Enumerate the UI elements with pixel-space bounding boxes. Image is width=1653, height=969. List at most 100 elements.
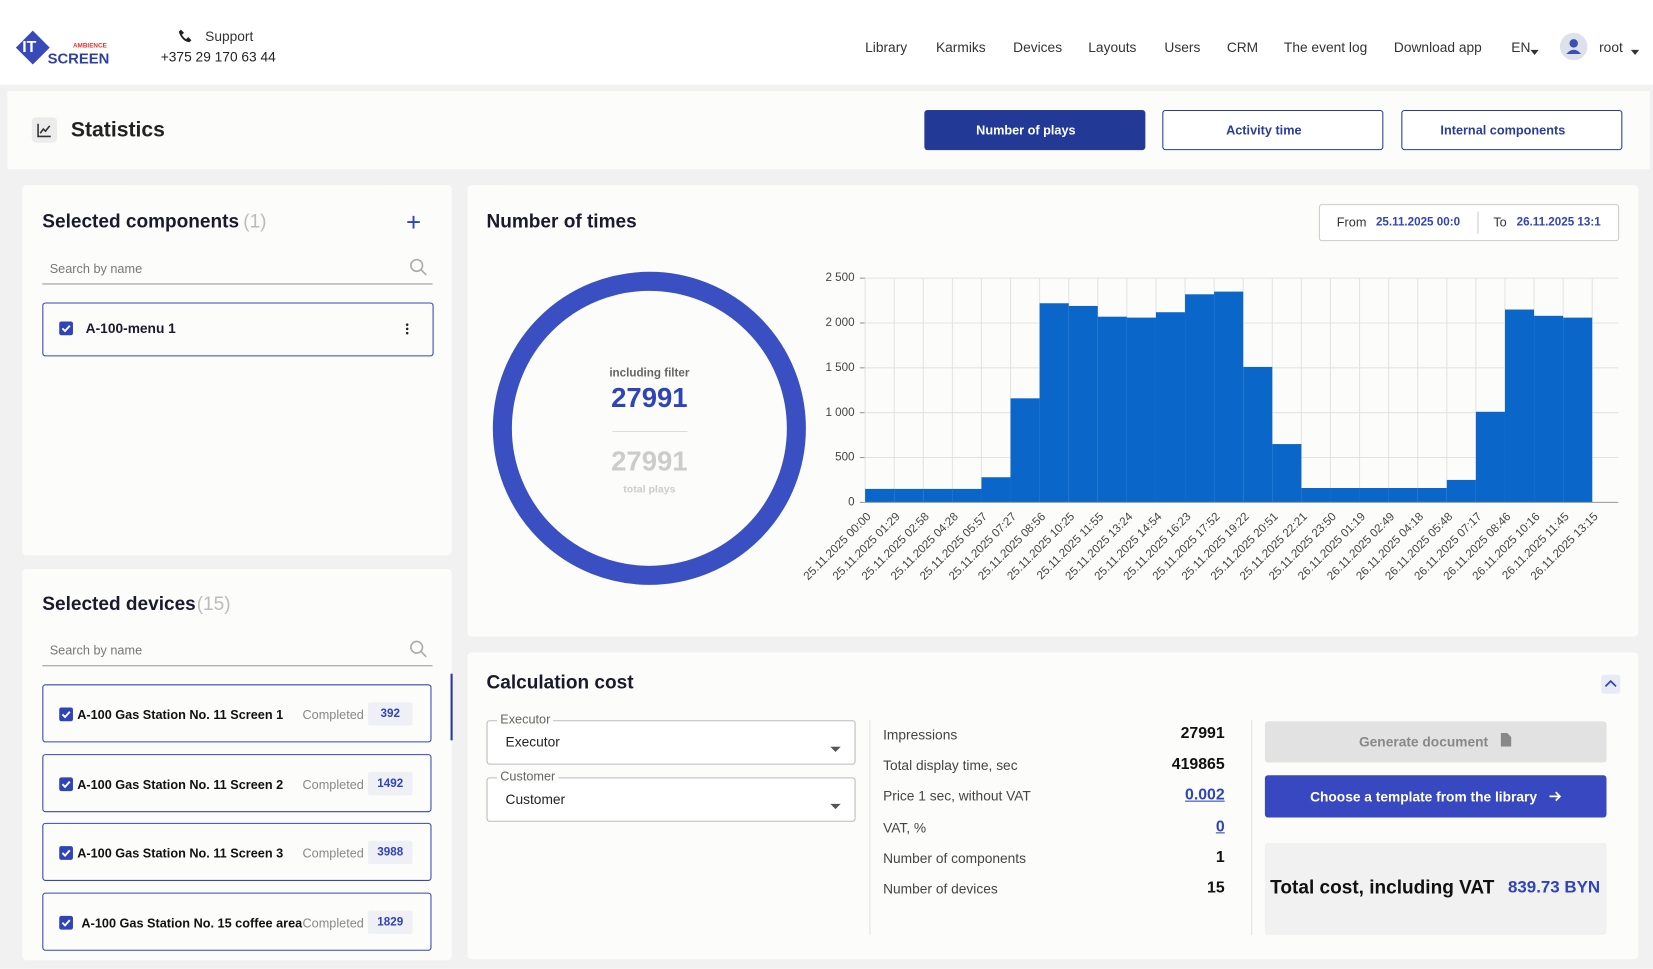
from-value: 25.11.2025 00:0 xyxy=(1375,215,1461,229)
panel-title: Number of times xyxy=(486,210,637,232)
tab-button[interactable]: Activity time xyxy=(1162,109,1384,151)
to-label: To xyxy=(1493,214,1507,230)
select-caret xyxy=(830,796,841,810)
nav-link[interactable]: Download app xyxy=(1393,39,1482,55)
device-name: A-100 Gas Station No. 15 coffee area xyxy=(81,915,303,931)
device-name: A-100 Gas Station No. 11 Screen 1 xyxy=(77,707,284,723)
logo-icon xyxy=(15,30,51,66)
nav-link[interactable]: Devices xyxy=(1013,39,1063,55)
device-status: Completed xyxy=(302,915,364,931)
checkbox xyxy=(59,915,73,930)
search-icon xyxy=(409,640,428,659)
support-phone: +375 29 170 63 44 xyxy=(160,48,276,65)
logo-mark: IT xyxy=(22,38,37,57)
cost-value[interactable]: 0.002 xyxy=(1184,786,1225,805)
logo-small: AMBIENCE xyxy=(72,43,107,50)
nav-link[interactable]: Layouts xyxy=(1088,39,1137,55)
from-label: From xyxy=(1336,214,1367,230)
caret xyxy=(1530,42,1539,55)
nav-link[interactable]: Library xyxy=(865,39,908,55)
phone-icon xyxy=(178,29,193,44)
support-label: Support xyxy=(205,28,254,45)
select-caret xyxy=(830,739,841,752)
cost-label: Number of components xyxy=(883,850,1027,866)
cost-value: 419865 xyxy=(1171,755,1225,774)
arrow-icon xyxy=(1549,789,1562,802)
select-field[interactable] xyxy=(486,720,856,765)
cost-value[interactable]: 0 xyxy=(1215,817,1225,836)
nav-link[interactable]: CRM xyxy=(1226,39,1259,55)
search-placeholder: Search by name xyxy=(49,261,143,277)
panel-title: Calculation cost xyxy=(486,671,634,693)
search-input[interactable] xyxy=(42,635,433,667)
scrollbar xyxy=(450,673,453,741)
tab-label: Internal components xyxy=(1440,122,1566,138)
date-range[interactable] xyxy=(1318,204,1620,242)
top-bar xyxy=(0,0,1653,85)
cost-label: Total display time, sec xyxy=(883,757,1018,774)
total-label: Total cost, including VAT xyxy=(1270,876,1495,898)
add-icon xyxy=(407,215,420,229)
divider xyxy=(869,720,871,935)
component-item[interactable] xyxy=(42,302,434,357)
device-item[interactable] xyxy=(42,822,432,881)
search-input[interactable] xyxy=(42,253,433,285)
device-status: Completed xyxy=(302,846,364,861)
cost-label: Impressions xyxy=(883,726,958,743)
device-item[interactable] xyxy=(42,892,432,951)
select-field[interactable] xyxy=(486,777,856,822)
generate-button[interactable]: Generate document xyxy=(1264,721,1607,763)
panel-count: (1) xyxy=(243,210,267,232)
tab-label: Number of plays xyxy=(976,122,1076,138)
search-placeholder: Search by name xyxy=(49,643,143,658)
cost-value: 15 xyxy=(1207,878,1225,897)
range-divider xyxy=(1477,211,1479,234)
language[interactable]: EN xyxy=(1511,39,1531,55)
panel-title: Selected components xyxy=(42,210,240,232)
device-plays: 1829 xyxy=(377,915,404,929)
search-icon xyxy=(409,258,428,277)
device-name: A-100 Gas Station No. 11 Screen 2 xyxy=(77,776,284,792)
divider xyxy=(1251,720,1253,935)
chart-panel xyxy=(467,185,1639,637)
generate-label: Generate document xyxy=(1358,733,1489,750)
to-value: 26.11.2025 13:1 xyxy=(1516,215,1601,229)
checkbox xyxy=(59,776,73,791)
components-panel xyxy=(22,185,452,556)
device-plays: 1492 xyxy=(377,776,404,790)
panel-count: (15) xyxy=(196,593,231,615)
checkbox xyxy=(59,321,73,336)
cost-label: Number of devices xyxy=(883,880,998,897)
device-item[interactable] xyxy=(42,753,432,812)
play-badge: 392 xyxy=(368,702,413,726)
device-item[interactable] xyxy=(42,684,432,743)
checkbox xyxy=(59,846,73,860)
play-badge: 3988 xyxy=(368,840,413,865)
component-name: A-100-menu 1 xyxy=(85,320,176,337)
doc-icon xyxy=(1500,732,1512,747)
play-badge: 1829 xyxy=(368,910,413,934)
select-value: Customer xyxy=(505,791,566,807)
cost-label: Price 1 sec, without VAT xyxy=(883,788,1031,805)
device-plays: 3988 xyxy=(377,846,404,859)
cost-value: 1 xyxy=(1215,847,1225,866)
panel-title: Selected devices xyxy=(42,593,196,615)
user-name[interactable]: root xyxy=(1599,39,1623,55)
nav-link[interactable]: The event log xyxy=(1283,39,1368,55)
nav-link[interactable]: Karmiks xyxy=(935,39,986,55)
device-status: Completed xyxy=(302,707,364,723)
device-name: A-100 Gas Station No. 11 Screen 3 xyxy=(77,846,284,861)
play-badge: 1492 xyxy=(368,771,413,795)
tab-button[interactable]: Internal components xyxy=(1401,109,1623,151)
stats-icon xyxy=(31,117,58,143)
cost-value: 27991 xyxy=(1180,724,1225,743)
page-title: Statistics xyxy=(70,118,165,142)
caret xyxy=(1630,42,1640,55)
tab-button[interactable]: Number of plays xyxy=(924,109,1146,151)
select-label: Customer xyxy=(497,768,559,784)
nav-link[interactable]: Users xyxy=(1164,39,1201,55)
total-value: 839.73 BYN xyxy=(1507,878,1601,897)
select-value: Executor xyxy=(505,733,560,750)
